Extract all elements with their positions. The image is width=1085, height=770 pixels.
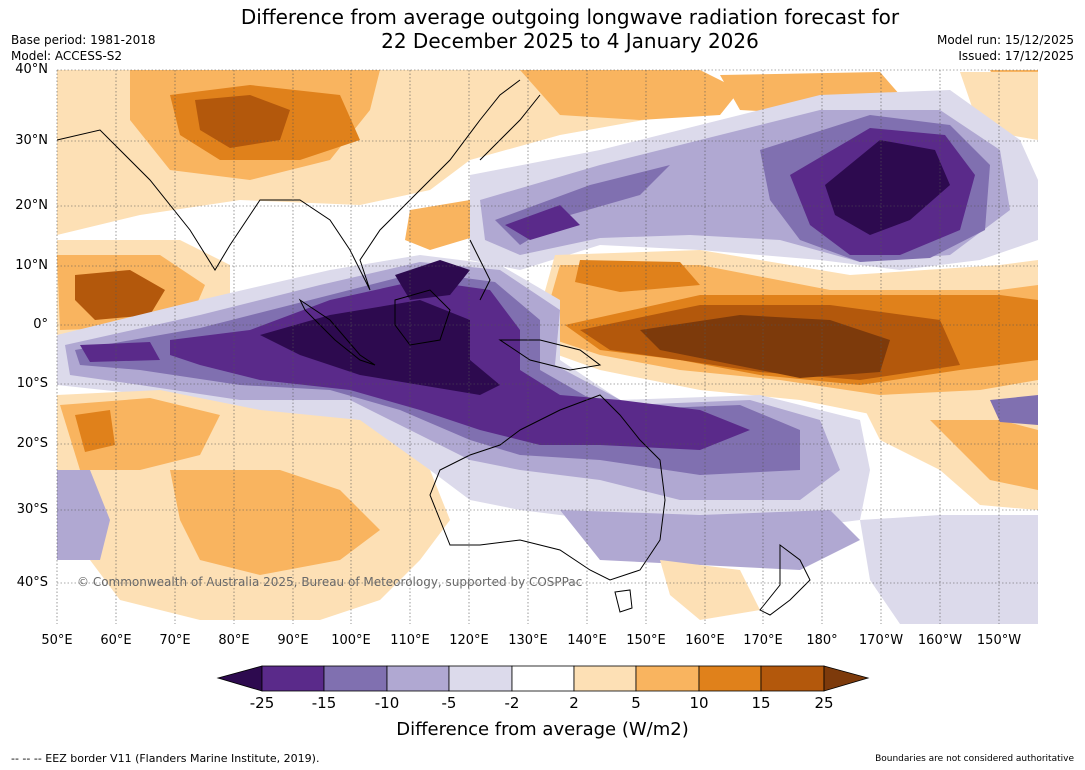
new-guinea-coastline — [498, 339, 602, 371]
colorbar-swatch — [573, 665, 637, 692]
colorbar-tick: 5 — [631, 694, 641, 712]
lat-label: 20°N — [15, 198, 48, 213]
lat-label: 40°S — [16, 575, 48, 590]
colorbar-tick: 10 — [689, 694, 709, 712]
borneo-coastline — [394, 289, 451, 346]
anomaly-region — [560, 510, 860, 570]
lon-label: 50°E — [41, 633, 73, 648]
anomaly-region — [75, 270, 165, 320]
lon-label: 160°W — [917, 633, 963, 648]
anomaly-region — [990, 395, 1038, 425]
lon-label: 140°E — [567, 633, 607, 648]
philippines-coastline — [469, 239, 491, 301]
anomaly-region — [395, 260, 470, 300]
lon-label: 120°E — [449, 633, 489, 648]
anomaly-region — [80, 342, 160, 362]
anomaly-region — [505, 205, 580, 240]
colorbar-swatch — [261, 665, 325, 692]
lat-label: 30°S — [16, 502, 48, 517]
anomaly-region — [170, 470, 380, 575]
title-line-2: 22 December 2025 to 4 January 2026 — [381, 29, 759, 53]
model-name: Model: ACCESS-S2 — [11, 49, 123, 63]
lon-label: 160°E — [685, 633, 725, 648]
japan-coastline — [479, 94, 541, 161]
model-run: Model run: 15/12/2025 — [936, 33, 1074, 47]
coastlines — [57, 79, 811, 616]
asia-coastline — [57, 79, 521, 291]
issued-date: Issued: 17/12/2025 — [958, 49, 1074, 63]
colorbar-tick: -2 — [504, 694, 520, 712]
lon-label: 170°W — [858, 633, 904, 648]
colorbar-extend-low — [216, 665, 263, 692]
anomaly-region — [930, 420, 1038, 490]
lon-label: 150°W — [976, 633, 1022, 648]
colorbar-tick: -25 — [249, 694, 275, 712]
copyright-note: © Commonwealth of Australia 2025, Bureau… — [77, 575, 583, 589]
lat-label: 10°S — [16, 376, 48, 391]
anomaly-region — [860, 515, 1038, 624]
lat-label: 40°N — [15, 62, 48, 77]
colorbar-tick: 2 — [569, 694, 579, 712]
base-period: Base period: 1981-2018 — [11, 33, 156, 47]
colorbar-tick: -15 — [311, 694, 337, 712]
colorbar-tick: 25 — [814, 694, 834, 712]
australia-coastline — [429, 394, 666, 581]
colorbar-tick: -10 — [374, 694, 400, 712]
colorbar-tick: -5 — [441, 694, 457, 712]
title-line-1: Difference from average outgoing longwav… — [240, 5, 900, 29]
chart-title: Difference from average outgoing longwav… — [0, 5, 1085, 53]
colorbar-tick: 15 — [751, 694, 771, 712]
lon-label: 130°E — [508, 633, 548, 648]
lon-label: 90°E — [277, 633, 309, 648]
anomaly-region — [640, 315, 890, 378]
lon-label: 180° — [806, 633, 838, 648]
meridians — [56, 70, 1000, 624]
anomaly-region — [520, 70, 740, 120]
lat-label: 20°S — [16, 436, 48, 451]
colorbar-swatch — [323, 665, 388, 692]
footer-eez-note: -- -- -- EEZ border V11 (Flanders Marine… — [11, 752, 320, 765]
meta-left: Base period: 1981-2018 Model: ACCESS-S2 — [11, 32, 156, 64]
anomaly-region — [57, 470, 110, 560]
colorbar-swatch — [635, 665, 700, 692]
colorbar-swatch — [511, 665, 575, 692]
colorbar — [216, 665, 870, 692]
anomaly-region — [660, 560, 760, 620]
lon-label: 80°E — [218, 633, 250, 648]
footer-boundaries-note: Boundaries are not considered authoritat… — [875, 754, 1074, 764]
sumatra-coastline — [298, 298, 376, 366]
gridlines — [57, 69, 1038, 584]
anomaly-region — [825, 140, 950, 235]
anomaly-region — [75, 410, 115, 452]
lon-label: 100°E — [331, 633, 371, 648]
lat-label: 30°N — [15, 133, 48, 148]
olr-anomaly-field — [57, 70, 1038, 624]
colorbar-extend-high — [823, 665, 870, 692]
colorbar-swatch — [698, 665, 762, 692]
new-zealand-coastline — [759, 544, 811, 616]
lon-label: 110°E — [390, 633, 430, 648]
anomaly-region — [405, 200, 480, 250]
anomaly-region — [260, 300, 500, 395]
anomaly-region — [195, 95, 290, 148]
lon-label: 170°E — [743, 633, 783, 648]
tasmania-coastline — [614, 589, 633, 613]
lat-label: 0° — [33, 317, 48, 332]
lon-label: 60°E — [100, 633, 132, 648]
anomaly-region — [575, 260, 700, 292]
lon-label: 70°E — [159, 633, 191, 648]
colorbar-swatch — [760, 665, 825, 692]
colorbar-label: Difference from average (W/m2) — [396, 719, 689, 740]
meta-right: Model run: 15/12/2025 Issued: 17/12/2025 — [937, 32, 1074, 64]
lat-label: 10°N — [15, 258, 48, 273]
colorbar-swatch — [386, 665, 450, 692]
lon-label: 150°E — [626, 633, 666, 648]
colorbar-swatch — [448, 665, 513, 692]
